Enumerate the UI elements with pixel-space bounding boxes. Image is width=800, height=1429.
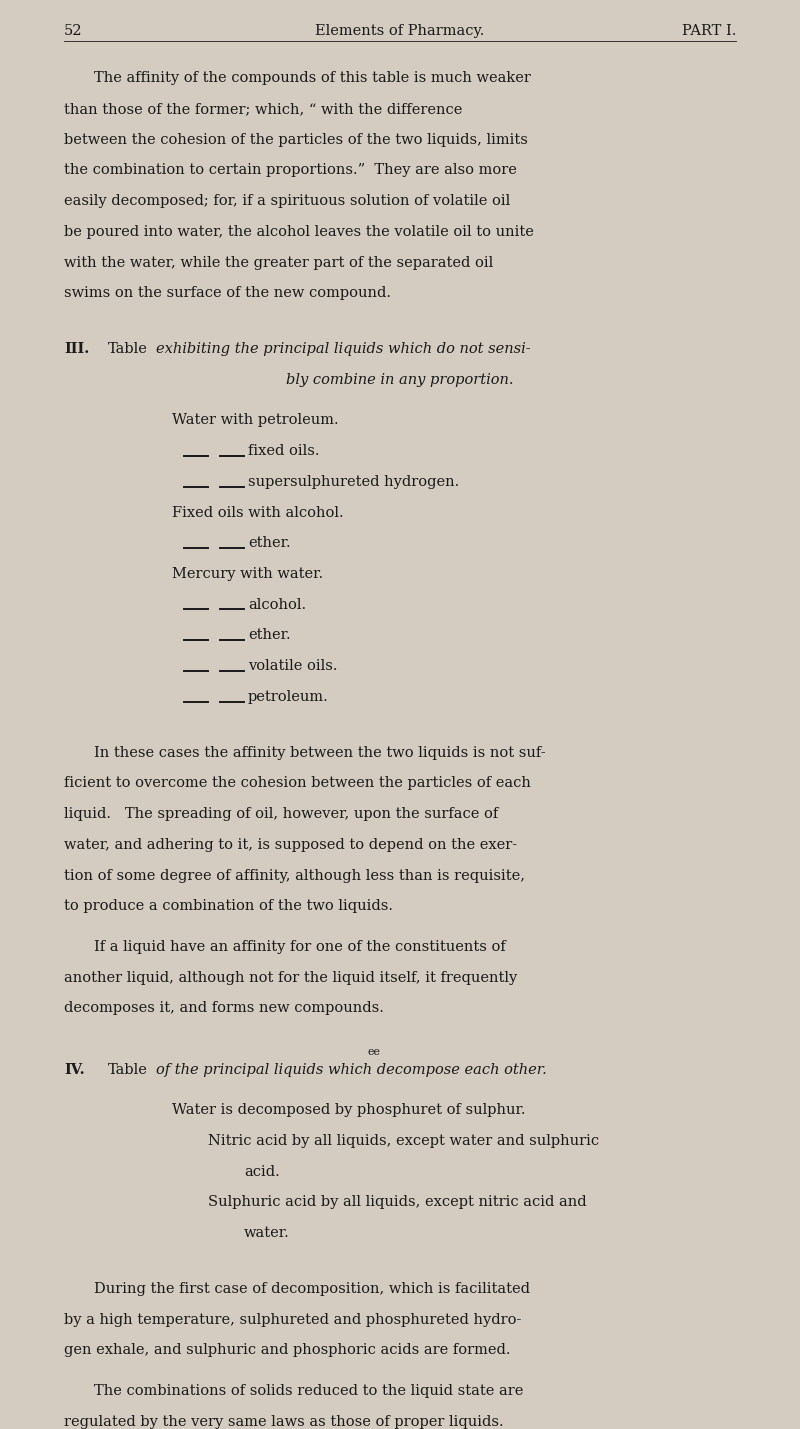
Text: to produce a combination of the two liquids.: to produce a combination of the two liqu…	[64, 899, 393, 913]
Text: ficient to overcome the cohesion between the particles of each: ficient to overcome the cohesion between…	[64, 776, 531, 790]
Text: 52: 52	[64, 24, 82, 39]
Text: The combinations of solids reduced to the liquid state are: The combinations of solids reduced to th…	[94, 1385, 524, 1398]
Text: Sulphuric acid by all liquids, except nitric acid and: Sulphuric acid by all liquids, except ni…	[208, 1196, 586, 1209]
Text: Table: Table	[108, 1063, 148, 1076]
Text: III.: III.	[64, 342, 90, 356]
Text: ee: ee	[368, 1047, 381, 1057]
Text: volatile oils.: volatile oils.	[248, 659, 338, 673]
Text: Elements of Pharmacy.: Elements of Pharmacy.	[315, 24, 485, 39]
Text: Mercury with water.: Mercury with water.	[172, 567, 323, 582]
Text: PART I.: PART I.	[682, 24, 736, 39]
Text: supersulphureted hydrogen.: supersulphureted hydrogen.	[248, 474, 459, 489]
Text: Fixed oils with alcohol.: Fixed oils with alcohol.	[172, 506, 344, 520]
Text: Table: Table	[108, 342, 148, 356]
Text: with the water, while the greater part of the separated oil: with the water, while the greater part o…	[64, 256, 494, 270]
Text: exhibiting the principal liquids which do not sensi-: exhibiting the principal liquids which d…	[156, 342, 530, 356]
Text: IV.: IV.	[64, 1063, 85, 1076]
Text: than those of the former; which, “ with the difference: than those of the former; which, “ with …	[64, 101, 462, 116]
Text: easily decomposed; for, if a spirituous solution of volatile oil: easily decomposed; for, if a spirituous …	[64, 194, 510, 209]
Text: acid.: acid.	[244, 1165, 280, 1179]
Text: liquid.   The spreading of oil, however, upon the surface of: liquid. The spreading of oil, however, u…	[64, 807, 498, 822]
Text: swims on the surface of the new compound.: swims on the surface of the new compound…	[64, 286, 391, 300]
Text: The affinity of the compounds of this table is much weaker: The affinity of the compounds of this ta…	[94, 71, 531, 86]
Text: tion of some degree of affinity, although less than is requisite,: tion of some degree of affinity, althoug…	[64, 869, 525, 883]
Text: Water with petroleum.: Water with petroleum.	[172, 413, 338, 427]
Text: bly combine in any proportion.: bly combine in any proportion.	[286, 373, 514, 387]
Text: of the principal liquids which decompose each other.: of the principal liquids which decompose…	[156, 1063, 546, 1076]
Text: by a high temperature, sulphureted and phosphureted hydro-: by a high temperature, sulphureted and p…	[64, 1313, 522, 1326]
Text: ether.: ether.	[248, 536, 290, 550]
Text: regulated by the very same laws as those of proper liquids.: regulated by the very same laws as those…	[64, 1415, 504, 1429]
Text: Nitric acid by all liquids, except water and sulphuric: Nitric acid by all liquids, except water…	[208, 1135, 599, 1147]
Text: petroleum.: petroleum.	[248, 690, 329, 704]
Text: alcohol.: alcohol.	[248, 597, 306, 612]
Text: ether.: ether.	[248, 629, 290, 643]
Text: water.: water.	[244, 1226, 290, 1240]
Text: another liquid, although not for the liquid itself, it frequently: another liquid, although not for the liq…	[64, 970, 518, 985]
Text: water, and adhering to it, is supposed to depend on the exer-: water, and adhering to it, is supposed t…	[64, 837, 517, 852]
Text: If a liquid have an affinity for one of the constituents of: If a liquid have an affinity for one of …	[94, 940, 506, 955]
Text: Water is decomposed by phosphuret of sulphur.: Water is decomposed by phosphuret of sul…	[172, 1103, 526, 1117]
Text: During the first case of decomposition, which is facilitated: During the first case of decomposition, …	[94, 1282, 530, 1296]
Text: gen exhale, and sulphuric and phosphoric acids are formed.: gen exhale, and sulphuric and phosphoric…	[64, 1343, 510, 1358]
Text: the combination to certain proportions.”  They are also more: the combination to certain proportions.”…	[64, 163, 517, 177]
Text: In these cases the affinity between the two liquids is not suf-: In these cases the affinity between the …	[94, 746, 546, 760]
Text: be poured into water, the alcohol leaves the volatile oil to unite: be poured into water, the alcohol leaves…	[64, 224, 534, 239]
Text: decomposes it, and forms new compounds.: decomposes it, and forms new compounds.	[64, 1002, 384, 1016]
Text: fixed oils.: fixed oils.	[248, 444, 319, 459]
Text: between the cohesion of the particles of the two liquids, limits: between the cohesion of the particles of…	[64, 133, 528, 147]
